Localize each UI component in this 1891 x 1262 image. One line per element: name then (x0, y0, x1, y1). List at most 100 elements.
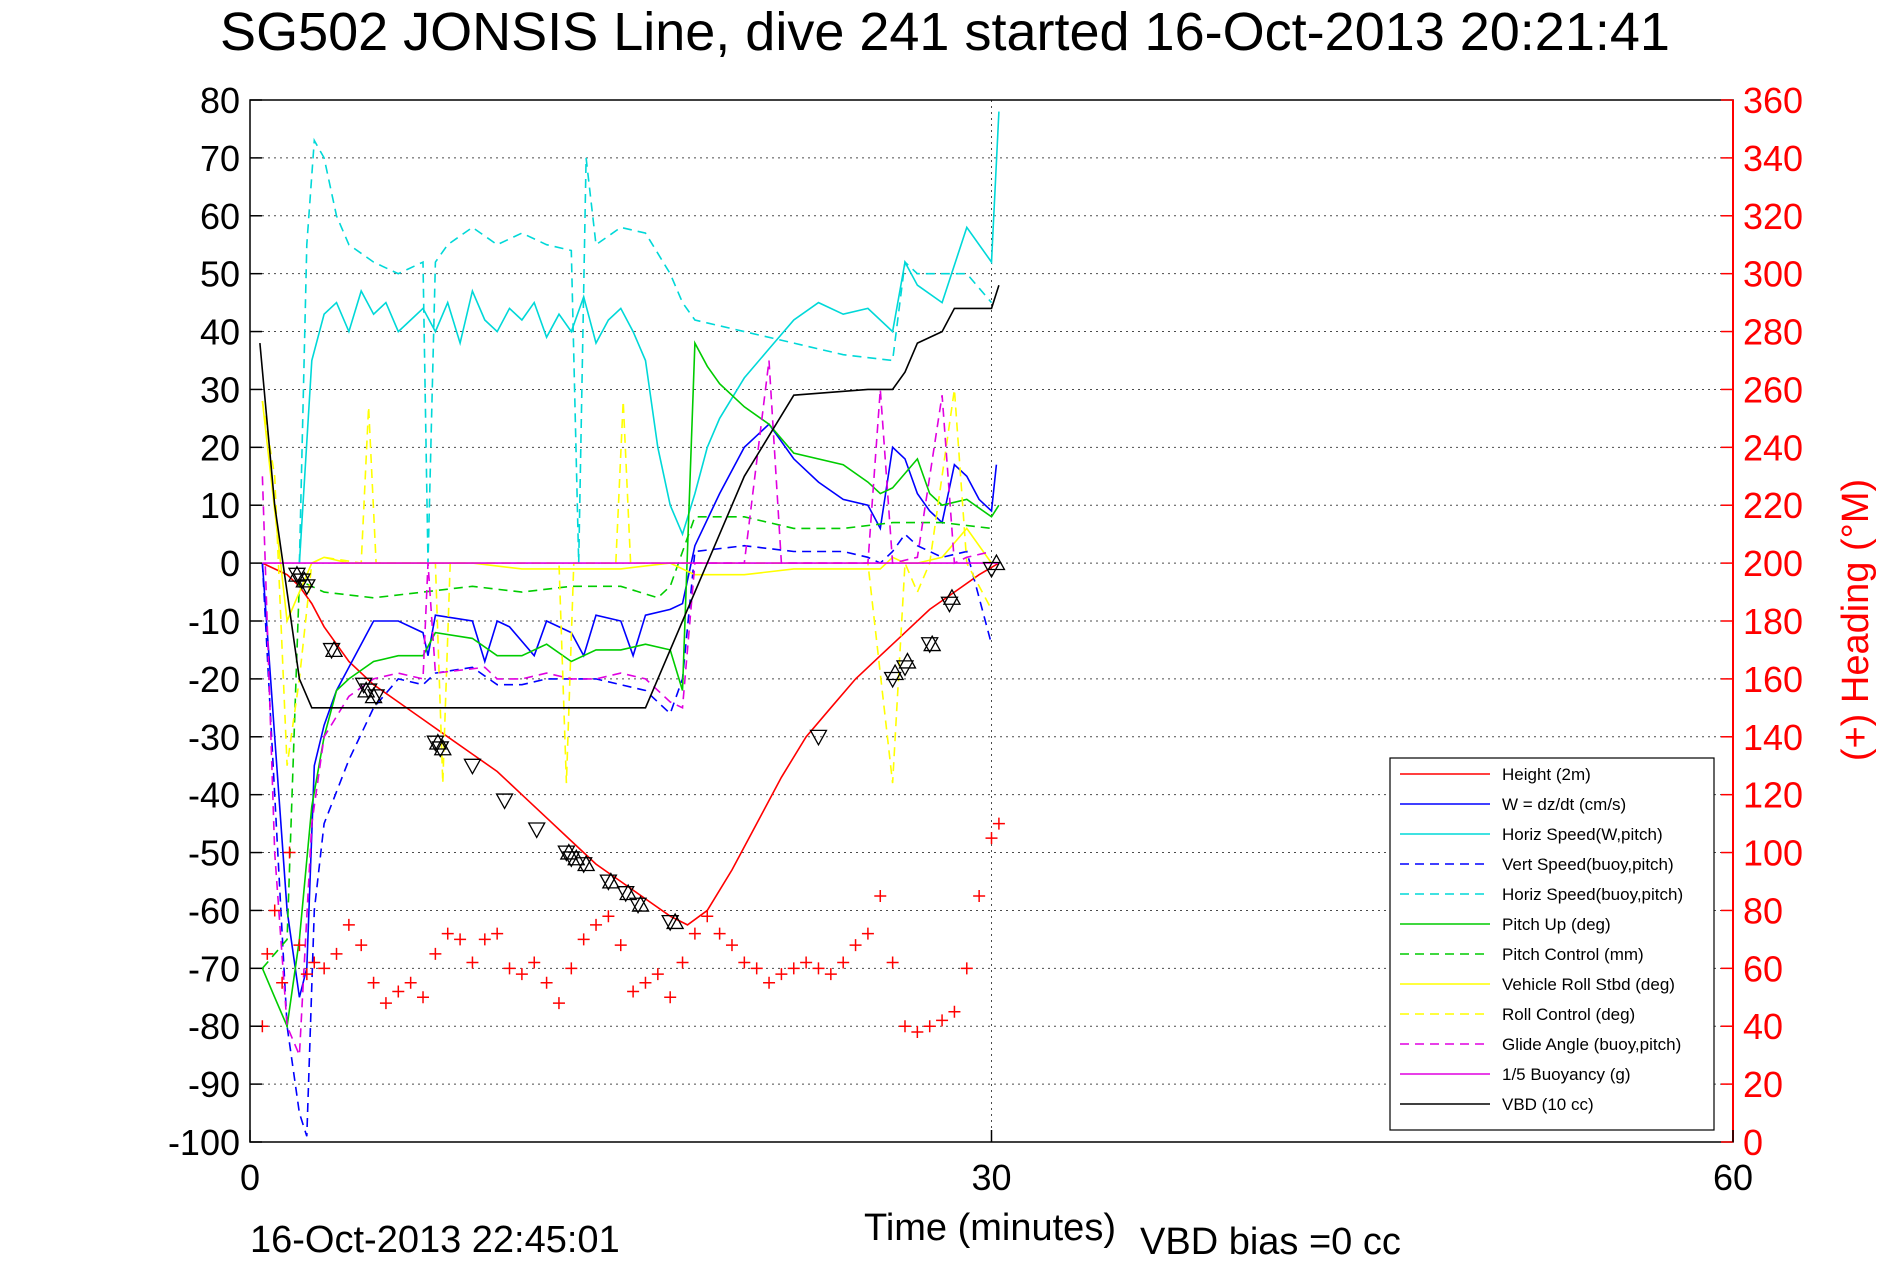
heading-plus-marker (577, 933, 590, 946)
heading-plus-marker (454, 933, 467, 946)
heading-plus-marker (528, 956, 541, 969)
heading-plus-marker (367, 976, 380, 989)
up-triangle-marker (601, 872, 620, 889)
heading-plus-marker (552, 997, 565, 1010)
y2-tick-label: 240 (1743, 427, 1803, 468)
heading-plus-marker (824, 968, 837, 981)
heading-plus-marker (602, 910, 615, 923)
legend-label: Pitch Up (deg) (1502, 915, 1611, 934)
legend-label: VBD (10 cc) (1502, 1095, 1594, 1114)
y2-tick-label: 340 (1743, 138, 1803, 179)
x-axis-label: Time (minutes) (864, 1207, 1116, 1249)
heading-plus-marker (268, 904, 281, 917)
series-line-pitch-control-mm- (261, 515, 992, 969)
y2-tick-label: 60 (1743, 948, 1783, 989)
up-triangle-marker (987, 553, 1006, 571)
series-line-vbd-10-cc- (259, 284, 1000, 709)
heading-plus-marker (763, 976, 776, 989)
heading-plus-marker (441, 927, 454, 940)
y2-tick-label: 280 (1743, 312, 1803, 353)
heading-plus-marker (627, 985, 640, 998)
y2-tick-label: 140 (1743, 717, 1803, 758)
legend-box (1389, 757, 1715, 1131)
footer-vbd-bias: VBD bias =0 cc (1140, 1221, 1401, 1262)
heading-plus-marker (466, 956, 479, 969)
down-triangle-marker (426, 735, 445, 752)
heading-plus-marker (911, 1026, 924, 1039)
heading-plus-marker (874, 889, 887, 902)
up-triangle-marker (631, 895, 650, 912)
heading-plus-marker (837, 956, 850, 969)
legend-label: Pitch Control (mm) (1502, 945, 1644, 964)
series-line-pitch-up-deg- (261, 340, 1000, 1030)
down-triangle-marker (616, 886, 635, 903)
heading-plus-marker (775, 968, 788, 981)
heading-plus-marker (293, 939, 306, 952)
up-triangle-marker (886, 663, 905, 681)
heading-plus-marker (936, 1014, 949, 1027)
y-tick-label: -80 (188, 1006, 240, 1047)
up-triangle-marker (942, 588, 962, 605)
heading-plus-marker (503, 962, 516, 975)
y-tick-label: -40 (188, 775, 240, 816)
y-tick-label: 40 (200, 312, 240, 353)
y-tick-label: 80 (200, 80, 240, 121)
y-tick-label: -90 (188, 1064, 240, 1105)
heading-plus-marker (861, 927, 874, 940)
y2-tick-label: 120 (1743, 775, 1803, 816)
heading-plus-marker (342, 918, 355, 931)
y2-tick-label: 40 (1743, 1006, 1783, 1047)
chart-title: SG502 JONSIS Line, dive 241 started 16-O… (220, 2, 1670, 62)
heading-plus-marker (590, 918, 603, 931)
up-triangle-marker (364, 686, 383, 704)
legend-label: 1/5 Buoyancy (g) (1502, 1065, 1631, 1084)
heading-plus-marker (960, 962, 973, 975)
legend-label: Horiz Speed(buoy,pitch) (1502, 885, 1683, 904)
y2-axis-label: (+) Heading (°M) (1835, 479, 1877, 761)
heading-plus-marker (898, 1020, 911, 1033)
series-line-horiz-speed-buoy-pitch- (298, 137, 993, 564)
heading-plus-marker (923, 1020, 936, 1033)
heading-plus-marker (330, 947, 343, 960)
y2-tick-label: 160 (1743, 659, 1803, 700)
heading-plus-marker (261, 947, 274, 960)
y2-tick-label: 220 (1743, 485, 1803, 526)
heading-plus-marker (973, 889, 986, 902)
down-triangle-marker (599, 874, 618, 891)
y-axis-right: 3603403203002802602402202001801601401201… (1721, 80, 1803, 1163)
x-axis: 0 30 60 (240, 1130, 1753, 1198)
up-triangle-marker (923, 634, 942, 652)
down-triangle-marker (495, 793, 514, 810)
up-triangle-marker (433, 739, 452, 756)
up-triangle-marker (357, 681, 376, 698)
heading-plus-marker (701, 910, 714, 923)
legend-label: Height (2m) (1502, 765, 1591, 784)
heading-plus-marker (392, 985, 405, 998)
heading-plus-marker (750, 962, 763, 975)
up-triangle-marker (666, 912, 685, 930)
y-tick-label: -30 (188, 717, 240, 758)
down-triangle-marker (809, 729, 828, 747)
down-triangle-marker (322, 642, 341, 660)
y2-tick-label: 200 (1743, 543, 1803, 584)
series-line-glide-angle-buoy-pitch- (261, 360, 992, 1056)
heading-markers (256, 817, 1005, 1039)
heading-plus-marker (318, 962, 331, 975)
down-triangle-marker (661, 914, 680, 932)
y2-tick-label: 20 (1743, 1064, 1783, 1105)
x-tick-label: 30 (971, 1157, 1011, 1198)
heading-plus-marker (478, 933, 491, 946)
heading-plus-marker (491, 927, 504, 940)
series-line-horiz-speed-w-pitch- (298, 111, 1000, 564)
up-triangle-marker (295, 571, 314, 588)
y-tick-label: -70 (188, 948, 240, 989)
legend-label: Vert Speed(buoy,pitch) (1502, 855, 1674, 874)
y-tick-label: -10 (188, 601, 240, 642)
y-tick-label: 20 (200, 427, 240, 468)
x-tick-label: 60 (1713, 1157, 1753, 1198)
heading-plus-marker (738, 956, 751, 969)
heading-plus-marker (849, 939, 862, 952)
up-triangle-marker (324, 640, 344, 657)
heading-plus-marker (276, 976, 289, 989)
